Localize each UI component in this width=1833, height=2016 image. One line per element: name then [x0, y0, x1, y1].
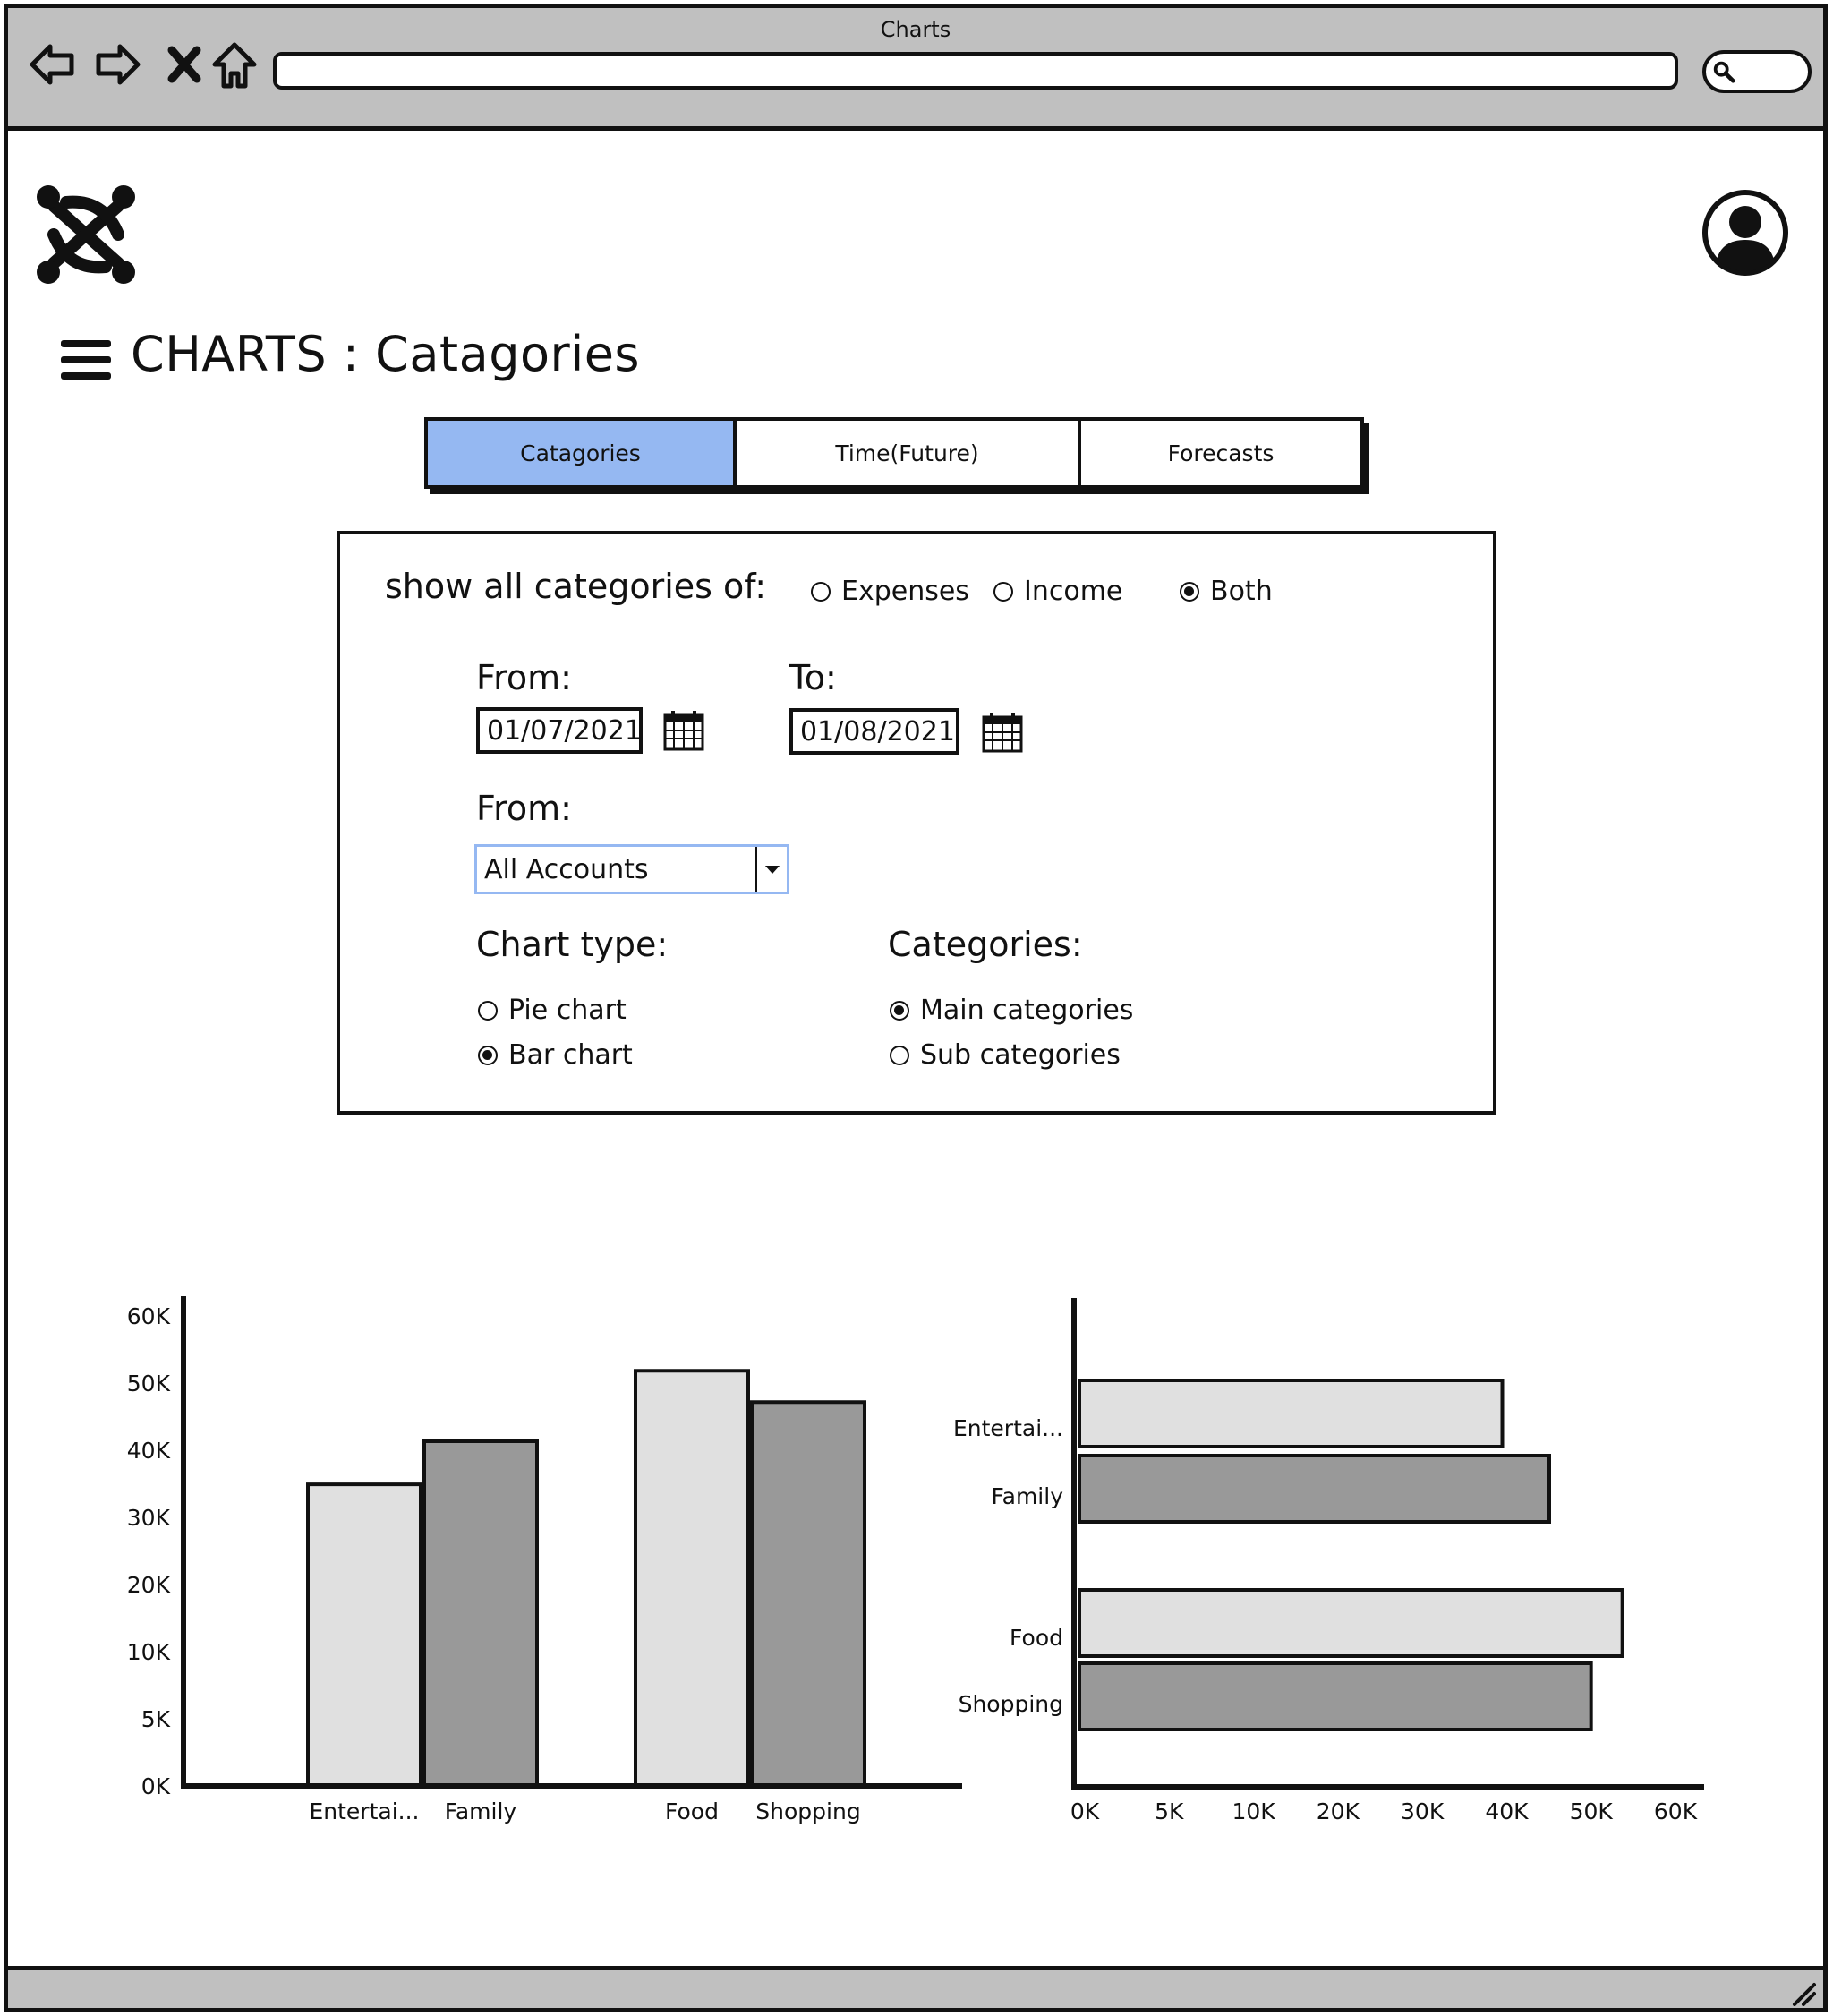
calendar-icon[interactable]: [662, 708, 705, 753]
radio-both[interactable]: Both: [1180, 576, 1273, 607]
tab-bar: Catagories Time(Future) Forecasts: [424, 417, 1364, 489]
x-tick-label: 5K: [1155, 1798, 1184, 1824]
radio-expenses[interactable]: Expenses: [811, 576, 969, 607]
app-logo: [37, 185, 135, 284]
bar: [422, 1439, 539, 1788]
forward-arrow-icon[interactable]: [91, 38, 145, 91]
account-label: From:: [476, 789, 572, 828]
radio-button[interactable]: [478, 1000, 498, 1021]
y-tick-label: 60K: [127, 1303, 171, 1329]
y-tick-label: 50K: [127, 1371, 171, 1397]
bar: [750, 1400, 866, 1788]
bar: [1078, 1454, 1551, 1524]
radio-label: Bar chart: [508, 1039, 633, 1071]
x-tick-label: Entertai...: [309, 1798, 419, 1824]
radio-label: Main categories: [920, 995, 1134, 1026]
tab-time-future[interactable]: Time(Future): [737, 421, 1081, 485]
radio-sub-categories[interactable]: Sub categories: [890, 1039, 1121, 1071]
x-tick-label: Shopping: [755, 1798, 860, 1824]
filter-panel: show all categories of: Expenses Income …: [337, 531, 1496, 1115]
vertical-bar-chart: 0K 5K 10K 20K 30K 40K 50K 60K Entertai... Family F…: [127, 1296, 962, 1824]
x-tick-label: 0K: [1070, 1798, 1100, 1824]
radio-button[interactable]: [993, 581, 1013, 602]
radio-button[interactable]: [811, 581, 831, 602]
page-title: CHARTS : Catagories: [131, 326, 641, 382]
show-categories-label: show all categories of:: [385, 567, 767, 606]
categories-label: Categories:: [888, 925, 1083, 964]
radio-label: Pie chart: [508, 995, 627, 1026]
y-tick-label: Food: [1010, 1625, 1063, 1651]
from-date-input[interactable]: 01/07/2021: [476, 707, 643, 754]
account-select[interactable]: All Accounts: [474, 844, 789, 894]
x-tick-label: 20K: [1317, 1798, 1360, 1824]
y-tick-label: 30K: [127, 1505, 171, 1531]
x-tick-label: 30K: [1401, 1798, 1445, 1824]
y-tick-label: 40K: [127, 1438, 171, 1464]
y-tick-label: 0K: [141, 1773, 171, 1799]
bar: [1078, 1588, 1624, 1658]
dropdown-arrow-icon[interactable]: [755, 847, 787, 892]
status-bar: [4, 1966, 1828, 2012]
radio-pie-chart[interactable]: Pie chart: [478, 995, 627, 1026]
radio-label: Expenses: [841, 576, 969, 607]
search-icon: [1713, 61, 1735, 83]
radio-button[interactable]: [1180, 581, 1199, 602]
hamburger-menu-icon[interactable]: [59, 337, 113, 383]
x-tick-label: Food: [665, 1798, 719, 1824]
radio-button[interactable]: [478, 1045, 498, 1065]
radio-button[interactable]: [890, 1000, 909, 1021]
y-tick-label: 5K: [141, 1706, 171, 1732]
y-tick-label: Entertai...: [953, 1415, 1063, 1441]
from-date-label: From:: [476, 658, 572, 697]
bar: [1078, 1379, 1505, 1448]
account-select-value: All Accounts: [484, 854, 649, 885]
radio-label: Both: [1210, 576, 1273, 607]
x-tick-label: Family: [445, 1798, 517, 1824]
radio-label: Sub categories: [920, 1039, 1121, 1071]
home-icon[interactable]: [208, 38, 261, 91]
tab-catagories[interactable]: Catagories: [428, 421, 737, 485]
bar: [306, 1482, 422, 1788]
radio-income[interactable]: Income: [993, 576, 1122, 607]
url-bar[interactable]: [273, 52, 1678, 90]
tab-forecasts[interactable]: Forecasts: [1167, 440, 1275, 466]
resize-handle-icon[interactable]: [1789, 1979, 1816, 2006]
y-tick-label: 10K: [127, 1639, 171, 1665]
x-tick-label: 60K: [1654, 1798, 1698, 1824]
user-avatar-icon[interactable]: [1701, 188, 1790, 278]
to-date-input[interactable]: 01/08/2021: [789, 708, 959, 755]
back-arrow-icon[interactable]: [25, 38, 79, 91]
radio-button[interactable]: [890, 1045, 909, 1065]
horizontal-bar-chart: 0K 5K 10K 20K 30K 40K 50K 60K Entertai... Family F…: [953, 1298, 1704, 1824]
radio-main-categories[interactable]: Main categories: [890, 995, 1133, 1026]
y-tick-label: Shopping: [959, 1691, 1063, 1717]
y-tick-label: Family: [992, 1483, 1064, 1509]
to-date-label: To:: [789, 658, 837, 697]
chart-type-label: Chart type:: [476, 925, 669, 964]
radio-bar-chart[interactable]: Bar chart: [478, 1039, 633, 1071]
bar: [634, 1369, 750, 1788]
browser-search-field[interactable]: [1702, 50, 1812, 93]
calendar-icon[interactable]: [981, 710, 1024, 755]
x-tick-label: 50K: [1570, 1798, 1614, 1824]
x-tick-label: 40K: [1485, 1798, 1529, 1824]
y-tick-label: 20K: [127, 1572, 171, 1598]
radio-label: Income: [1024, 576, 1123, 607]
close-icon[interactable]: [158, 38, 211, 91]
x-tick-label: 10K: [1232, 1798, 1275, 1824]
window-title: Charts: [880, 17, 951, 42]
bar: [1078, 1661, 1593, 1731]
